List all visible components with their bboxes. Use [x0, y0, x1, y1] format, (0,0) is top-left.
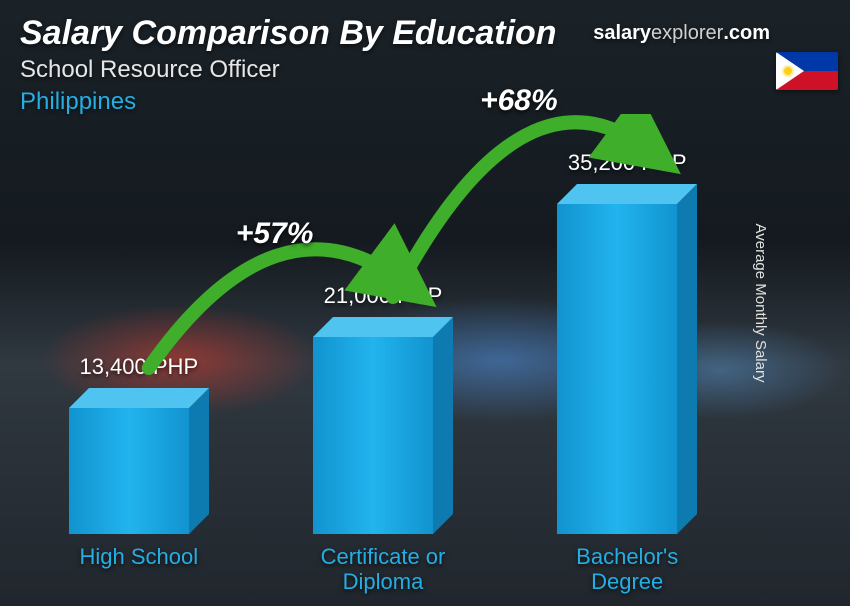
chart-title: Salary Comparison By Education: [20, 14, 557, 53]
brand-part-1: salary: [593, 22, 651, 44]
flag-philippines: [776, 52, 838, 90]
bar-value: 35,200 PHP: [568, 150, 687, 176]
brand-part-2: explorer: [651, 22, 723, 44]
chart-location: Philippines: [20, 88, 136, 116]
increase-label: +68%: [480, 84, 558, 118]
bar-label: Certificate orDiploma: [321, 544, 446, 595]
flag-sun: [784, 67, 792, 75]
brand-part-3: .com: [723, 22, 770, 44]
increase-label: +57%: [236, 217, 314, 251]
bar-label: Bachelor'sDegree: [576, 544, 678, 595]
bar: [69, 408, 209, 534]
bar: [313, 337, 453, 534]
chart-subtitle: School Resource Officer: [20, 56, 280, 84]
bar-value: 21,000 PHP: [324, 283, 443, 309]
bar: [557, 204, 697, 534]
bar-chart: 13,400 PHPHigh School21,000 PHPCertifica…: [50, 114, 790, 534]
brand-logo: salaryexplorer.com: [593, 22, 770, 45]
bar-label: High School: [79, 544, 198, 569]
infographic-canvas: Salary Comparison By Education School Re…: [0, 0, 850, 606]
bar-value: 13,400 PHP: [79, 354, 198, 380]
